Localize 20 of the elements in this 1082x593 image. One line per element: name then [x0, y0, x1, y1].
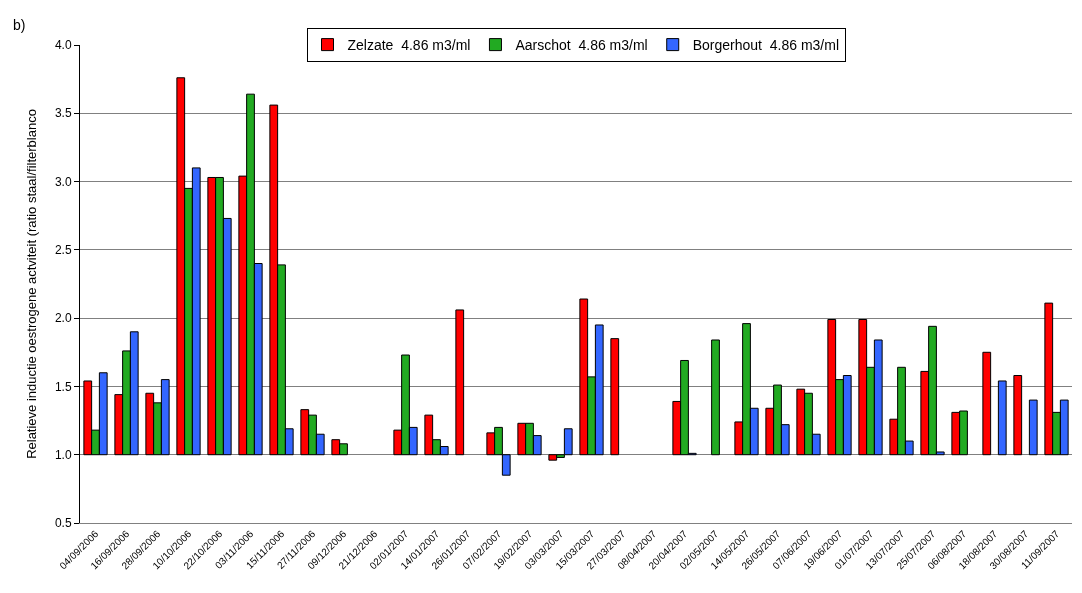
legend-label: Aarschot 4.86 m3/ml [515, 37, 648, 54]
legend-label: Borgerhout 4.86 m3/ml [692, 37, 840, 54]
y-tick-label: 1.0 [54, 447, 72, 462]
bar [610, 338, 620, 456]
bar [711, 339, 720, 456]
y-tick-label: 0.5 [54, 516, 72, 531]
bar [1028, 399, 1038, 456]
text: b) [13, 17, 26, 33]
bar [982, 351, 992, 456]
y-tick-label: 3.5 [54, 106, 72, 121]
bar [997, 380, 1007, 456]
bar [1013, 375, 1023, 456]
y-tick-label: 3.0 [54, 174, 72, 189]
y-axis-title: Relatieve inductie oestrogene actviteit (ratio staal/filterblanco [23, 109, 39, 459]
legend-label: Zelzate 4.86 m3/ml [347, 37, 471, 54]
y-tick-label: 1.5 [54, 379, 72, 394]
y-tick-label: 4.0 [54, 38, 72, 53]
y-tick-label: 2.5 [54, 243, 72, 258]
bar [455, 309, 465, 456]
y-tick-label: 2.0 [54, 311, 72, 326]
